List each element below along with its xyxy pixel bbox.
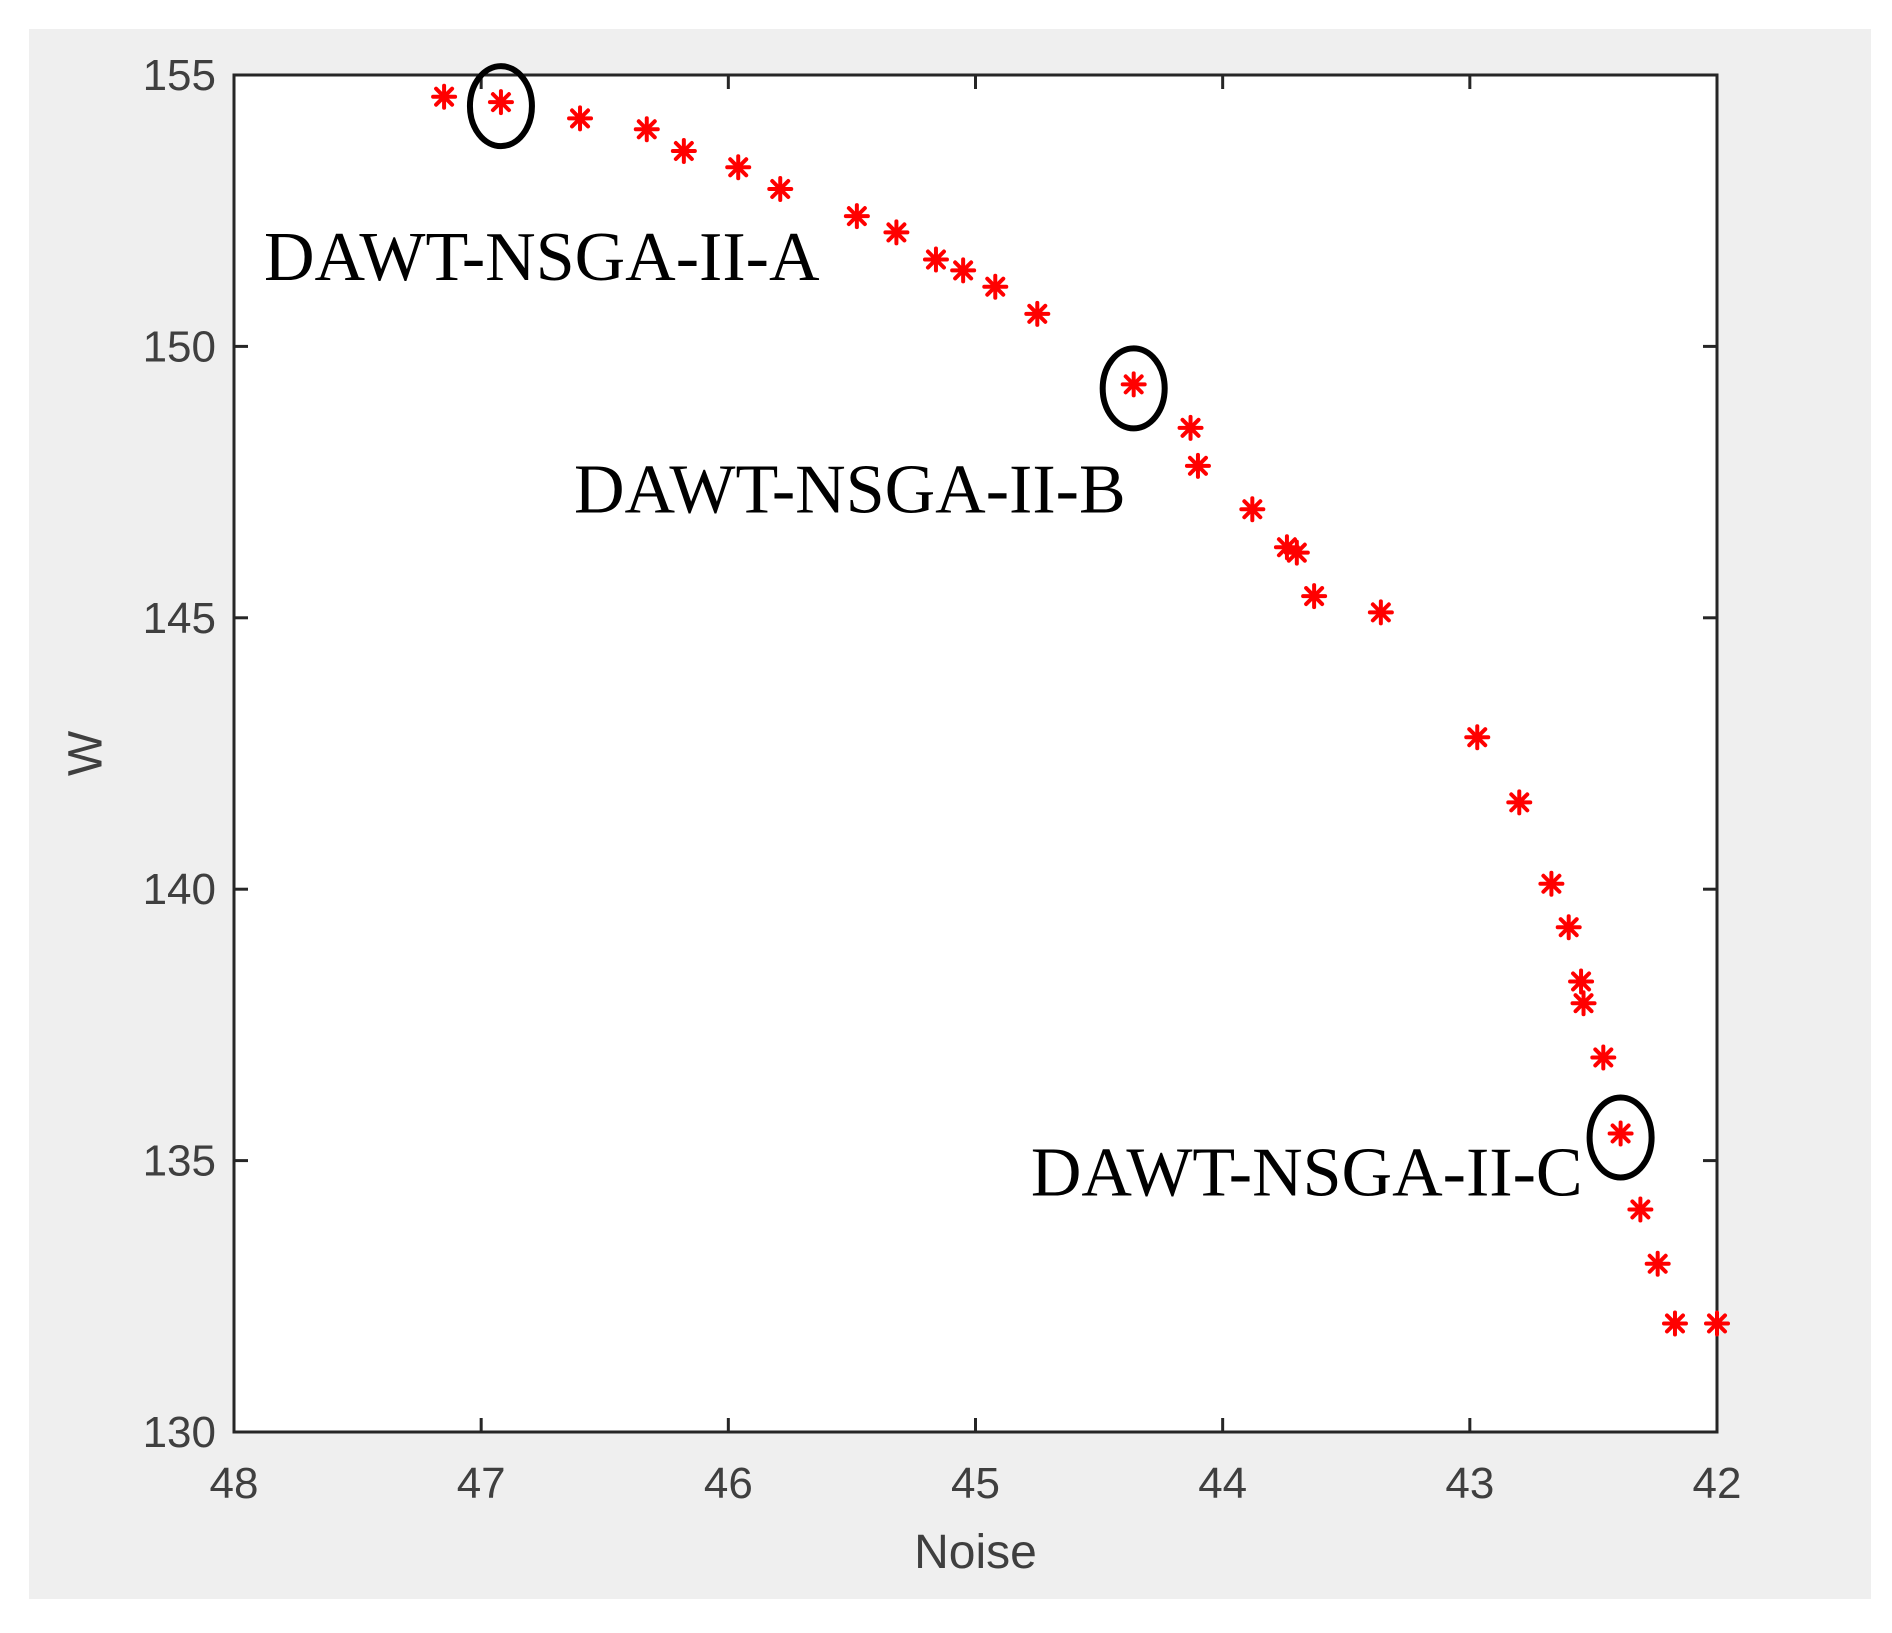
data-point-star [1464, 724, 1491, 751]
data-point-star [1120, 371, 1147, 398]
y-tick-label: 150 [143, 322, 216, 371]
highlight-label: DAWT-NSGA-II-C [1031, 1134, 1583, 1211]
x-tick-label: 44 [1198, 1459, 1247, 1508]
x-tick-label: 47 [457, 1459, 506, 1508]
data-point-star [1367, 599, 1394, 626]
data-point-star [922, 246, 949, 273]
data-point-star [1661, 1310, 1688, 1337]
highlight-circle [1099, 345, 1168, 432]
data-point-star [431, 83, 458, 110]
data-point-star [1555, 914, 1582, 941]
data-point-star [670, 137, 697, 164]
y-tick-label: 140 [143, 865, 216, 914]
y-tick-label: 130 [143, 1408, 216, 1457]
figure-panel: 48 47 46 45 44 43 42 130 135 140 145 150 155 Noise … [29, 29, 1871, 1599]
data-point-star [1627, 1196, 1654, 1223]
data-point-star [843, 203, 870, 230]
x-tick-label: 42 [1693, 1459, 1742, 1508]
data-point-star [1570, 990, 1597, 1017]
x-tick-label: 48 [210, 1459, 259, 1508]
data-point-star [633, 116, 660, 143]
data-point-star [1568, 968, 1595, 995]
y-tick-label: 145 [143, 594, 216, 643]
data-point-star [1590, 1044, 1617, 1071]
data-point-star [1644, 1250, 1671, 1277]
data-point-star [567, 105, 594, 132]
highlight-label: DAWT-NSGA-II-B [574, 451, 1126, 528]
y-tick-labels: 130 135 140 145 150 155 [143, 51, 216, 1457]
data-point-star [1024, 300, 1051, 327]
data-point-star [1301, 583, 1328, 610]
data-point-star [767, 175, 794, 202]
y-tick-label: 135 [143, 1137, 216, 1186]
highlight-circle [1586, 1094, 1655, 1181]
plot-area [232, 73, 1719, 1434]
data-point-star [1538, 870, 1565, 897]
data-point-star [883, 219, 910, 246]
annotations: DAWT-NSGA-II-A DAWT-NSGA-II-B DAWT-NSGA-II… [264, 219, 1583, 1211]
x-tick-label: 46 [704, 1459, 753, 1508]
axis-ticks [232, 73, 1719, 1434]
y-axis-title: W [60, 730, 113, 776]
data-point-star [1184, 452, 1211, 479]
y-tick-label: 155 [143, 51, 216, 100]
highlight-circle [466, 63, 535, 150]
data-point-star [1506, 789, 1533, 816]
x-tick-label: 43 [1445, 1459, 1494, 1508]
x-tick-label: 45 [951, 1459, 1000, 1508]
data-point-star [487, 89, 514, 116]
data-point-star [1177, 414, 1204, 441]
data-points [431, 83, 1730, 1337]
data-point-star [1607, 1120, 1634, 1147]
data-point-star [950, 257, 977, 284]
x-tick-labels: 48 47 46 45 44 43 42 [210, 1459, 1742, 1508]
data-point-star [1283, 539, 1310, 566]
highlight-circles [466, 63, 1655, 1181]
data-point-star [725, 154, 752, 181]
highlight-label: DAWT-NSGA-II-A [264, 219, 820, 296]
data-point-star [1704, 1310, 1730, 1337]
data-point-star [982, 273, 1009, 300]
x-axis-title: Noise [914, 1526, 1037, 1579]
data-point-star [1239, 496, 1266, 523]
